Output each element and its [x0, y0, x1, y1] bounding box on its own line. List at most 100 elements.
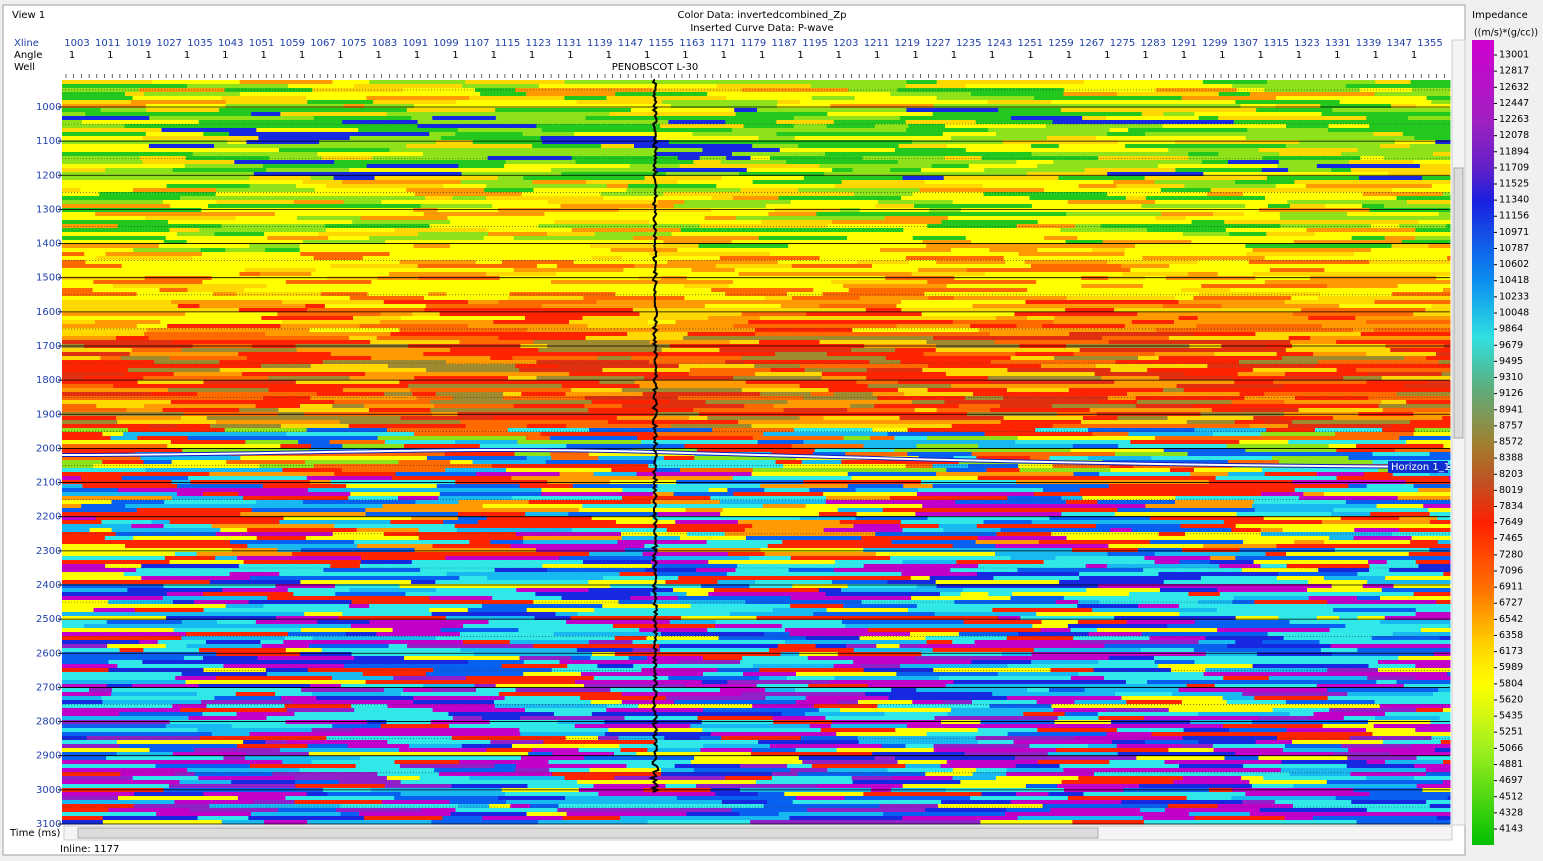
seismic-cell	[993, 180, 1114, 185]
seismic-cell	[1265, 552, 1287, 557]
seismic-cell	[332, 724, 382, 729]
seismic-cell	[872, 752, 966, 757]
seismic-cell	[538, 820, 649, 825]
seismic-cell	[890, 556, 1012, 561]
angle-value: 1	[299, 50, 305, 61]
seismic-cell	[1194, 112, 1323, 117]
seismic-cell	[1108, 484, 1229, 489]
seismic-cell	[297, 164, 368, 169]
seismic-cell	[219, 360, 324, 365]
seismic-cell	[989, 704, 1052, 709]
seismic-cell	[333, 176, 376, 181]
seismic-cell	[1277, 188, 1393, 193]
seismic-cell	[1317, 296, 1399, 301]
v-scroll-thumb[interactable]	[1453, 167, 1464, 439]
angle-value: 1	[184, 50, 190, 61]
seismic-cell	[890, 168, 922, 173]
seismic-cell	[492, 596, 563, 601]
seismic-cell	[101, 696, 215, 701]
seismic-cell	[1366, 776, 1415, 781]
colorbar-title: Impedance	[1472, 10, 1528, 21]
seismic-cell	[141, 576, 251, 581]
seismic-cell	[164, 556, 216, 561]
seismic-cell	[908, 260, 937, 265]
xline-label: 1107	[464, 38, 489, 49]
h-scroll-thumb[interactable]	[77, 827, 1099, 839]
seismic-cell	[216, 676, 333, 681]
seismic-cell	[1245, 280, 1266, 285]
seismic-cell	[1196, 312, 1294, 317]
seismic-cell	[400, 792, 506, 797]
seismic-cell	[358, 812, 378, 817]
seismic-cell	[698, 652, 782, 657]
seismic-cell	[1218, 92, 1251, 97]
seismic-cell	[671, 232, 778, 237]
seismic-cell	[611, 468, 657, 473]
seismic-cell	[225, 120, 343, 125]
seismic-cell	[1063, 596, 1170, 601]
angle-value: 1	[337, 50, 343, 61]
seismic-cell	[990, 472, 1075, 477]
seismic-cell	[1213, 280, 1246, 285]
seismic-cell	[1254, 508, 1315, 513]
seismic-cell	[559, 472, 595, 477]
seismic-cell	[458, 516, 488, 521]
seismic-cell	[743, 124, 795, 129]
seismic-cell	[877, 704, 991, 709]
seismic-cell	[1245, 136, 1294, 141]
seismic-cell	[1185, 532, 1262, 537]
seismic-cell	[848, 88, 898, 93]
seismic-cell	[996, 316, 1028, 321]
seismic-cell	[767, 544, 870, 549]
seismic-cell	[313, 284, 432, 289]
seismic-cell	[1154, 352, 1216, 357]
seismic-cell	[440, 628, 519, 633]
seismic-cell	[847, 408, 916, 413]
seismic-cell	[1244, 396, 1296, 401]
seismic-cell	[1360, 156, 1385, 161]
seismic-cell	[332, 532, 385, 537]
seismic-cell	[820, 728, 896, 733]
seismic-cell	[538, 224, 584, 229]
seismic-cell	[1425, 772, 1451, 777]
seismic-cell	[1174, 320, 1235, 325]
seismic-cell	[1129, 476, 1151, 481]
seismic-cell	[965, 84, 1031, 89]
seismic-cell	[1007, 664, 1057, 669]
seismic-cell	[1048, 792, 1084, 797]
seismic-cell	[1168, 748, 1215, 753]
seismic-cell	[963, 620, 1043, 625]
seismic-cell	[276, 616, 340, 621]
seismic-cell	[1267, 176, 1360, 181]
seismic-cell	[252, 384, 361, 389]
seismic-cell	[727, 488, 765, 493]
seismic-cell	[1272, 708, 1330, 713]
seismic-cell	[1314, 232, 1439, 237]
seismic-cell	[759, 316, 874, 321]
seismic-cell	[650, 560, 709, 565]
seismic-cell	[1245, 204, 1269, 209]
seismic-cell	[921, 652, 1003, 657]
seismic-cell	[299, 652, 353, 657]
seismic-cell	[928, 364, 1042, 369]
seismic-cell	[184, 260, 244, 265]
seismic-cell	[763, 804, 881, 809]
seismic-cell	[939, 676, 1017, 681]
seismic-cell	[435, 636, 544, 641]
seismic-cell	[1195, 656, 1291, 661]
seismic-cell	[1415, 340, 1451, 345]
seismic-cell	[617, 260, 668, 265]
seismic-cell	[62, 744, 120, 749]
angle-value: 1	[261, 50, 267, 61]
seismic-cell	[716, 84, 812, 89]
seismic-cell	[359, 564, 414, 569]
seismic-cell	[1406, 268, 1451, 273]
seismic-cell	[915, 712, 948, 717]
seismic-cell	[585, 116, 621, 121]
seismic-cell	[418, 276, 501, 281]
seismic-cell	[946, 468, 988, 473]
seismic-cell	[1271, 456, 1350, 461]
seismic-cell	[711, 288, 814, 293]
seismic-cell	[790, 596, 912, 601]
seismic-cell	[702, 728, 822, 733]
